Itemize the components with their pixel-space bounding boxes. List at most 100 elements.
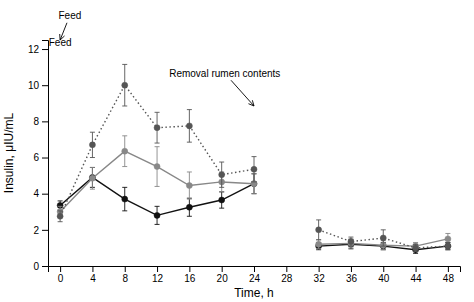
point — [348, 239, 354, 245]
tick-label: 4 — [90, 273, 96, 284]
point — [154, 164, 160, 170]
error-bar — [348, 237, 353, 246]
tick: 10 — [28, 80, 48, 91]
error-bar — [413, 244, 418, 251]
error-bar — [252, 157, 257, 182]
tick-label: 16 — [184, 273, 196, 284]
tick-mark — [60, 266, 61, 272]
tick-label: 40 — [378, 273, 390, 284]
error-bar — [187, 110, 192, 143]
error-bar — [122, 187, 127, 211]
point — [89, 142, 95, 148]
point — [186, 204, 192, 210]
tick-label: 32 — [314, 273, 326, 284]
tick-label: 48 — [443, 273, 455, 284]
error-bar — [381, 230, 386, 246]
tick-label: 12 — [28, 44, 40, 55]
tick-mark — [448, 266, 449, 272]
series — [57, 64, 451, 251]
tick-label: 10 — [28, 80, 40, 91]
tick: 44 — [411, 266, 423, 284]
x-axis: 04812162024283236404448 — [49, 266, 461, 284]
annotation: Feed — [59, 10, 82, 21]
tick: 8 — [122, 266, 128, 284]
point — [89, 175, 95, 181]
tick-label: 8 — [122, 273, 128, 284]
point — [219, 172, 225, 178]
tick: 4 — [33, 188, 48, 199]
tick: 8 — [33, 116, 48, 127]
line — [60, 151, 448, 246]
point — [154, 212, 160, 218]
x-axis-line — [49, 267, 461, 273]
annotation-arrow — [231, 80, 254, 106]
tick-label: 0 — [58, 273, 64, 284]
tick: 12 — [28, 44, 48, 55]
error-bar — [90, 132, 95, 157]
tick-mark — [222, 266, 223, 272]
y-axis: 0 2 4 6 8 10 12 — [28, 41, 49, 272]
tick: 0 — [58, 266, 64, 284]
tick-mark — [254, 266, 255, 272]
tick-label: 4 — [33, 188, 39, 199]
tick-label: 44 — [411, 273, 423, 284]
tick-mark — [125, 266, 126, 272]
tick-mark — [42, 158, 48, 159]
error-bar — [316, 220, 321, 240]
tick: 16 — [184, 266, 196, 284]
point — [316, 241, 322, 247]
tick-mark — [42, 266, 48, 267]
error-bar — [122, 136, 127, 167]
tick-label: 24 — [249, 273, 261, 284]
error-bar — [219, 192, 224, 208]
tick-label: 6 — [33, 152, 39, 163]
tick-mark — [42, 85, 48, 86]
tick: 40 — [378, 266, 390, 284]
tick-label: 2 — [33, 225, 39, 236]
tick-mark — [92, 266, 93, 272]
point — [445, 236, 451, 242]
tick-mark — [416, 266, 417, 272]
tick: 24 — [249, 266, 261, 284]
point — [316, 227, 322, 233]
point — [186, 123, 192, 129]
series — [57, 136, 451, 250]
error-bar — [219, 162, 224, 187]
tick: 6 — [33, 152, 48, 163]
tick-mark — [42, 121, 48, 122]
annotations: FeedFeedRemoval rumen contents — [49, 10, 281, 106]
error-bar — [90, 167, 95, 189]
point — [122, 196, 128, 202]
chart: 04812162024283236404448024681012Time, hI… — [0, 0, 474, 302]
tick-mark — [42, 49, 48, 50]
tick: 0 — [33, 261, 48, 272]
error-bar — [187, 198, 192, 216]
plot-area — [57, 64, 451, 253]
y-axis-line — [42, 41, 49, 267]
point — [380, 235, 386, 241]
tick-label: 0 — [33, 261, 39, 272]
tick: 48 — [443, 266, 455, 284]
tick-label: 28 — [281, 273, 293, 284]
tick-mark — [42, 230, 48, 231]
tick-mark — [319, 266, 320, 272]
point — [219, 197, 225, 203]
tick: 20 — [217, 266, 229, 284]
point — [122, 148, 128, 154]
error-bar — [155, 112, 160, 143]
annotation-arrow — [60, 23, 67, 40]
error-bar — [122, 64, 127, 106]
error-bar — [58, 211, 63, 222]
tick-mark — [286, 266, 287, 272]
tick-label: 8 — [33, 116, 39, 127]
point — [445, 243, 451, 249]
error-bar — [155, 206, 160, 224]
point — [445, 243, 451, 249]
tick: 28 — [281, 266, 293, 284]
tick-label: 20 — [217, 273, 229, 284]
point — [251, 166, 257, 172]
error-bar — [445, 242, 450, 249]
point — [57, 213, 63, 219]
tick: 2 — [33, 225, 48, 236]
error-bar — [316, 240, 321, 249]
